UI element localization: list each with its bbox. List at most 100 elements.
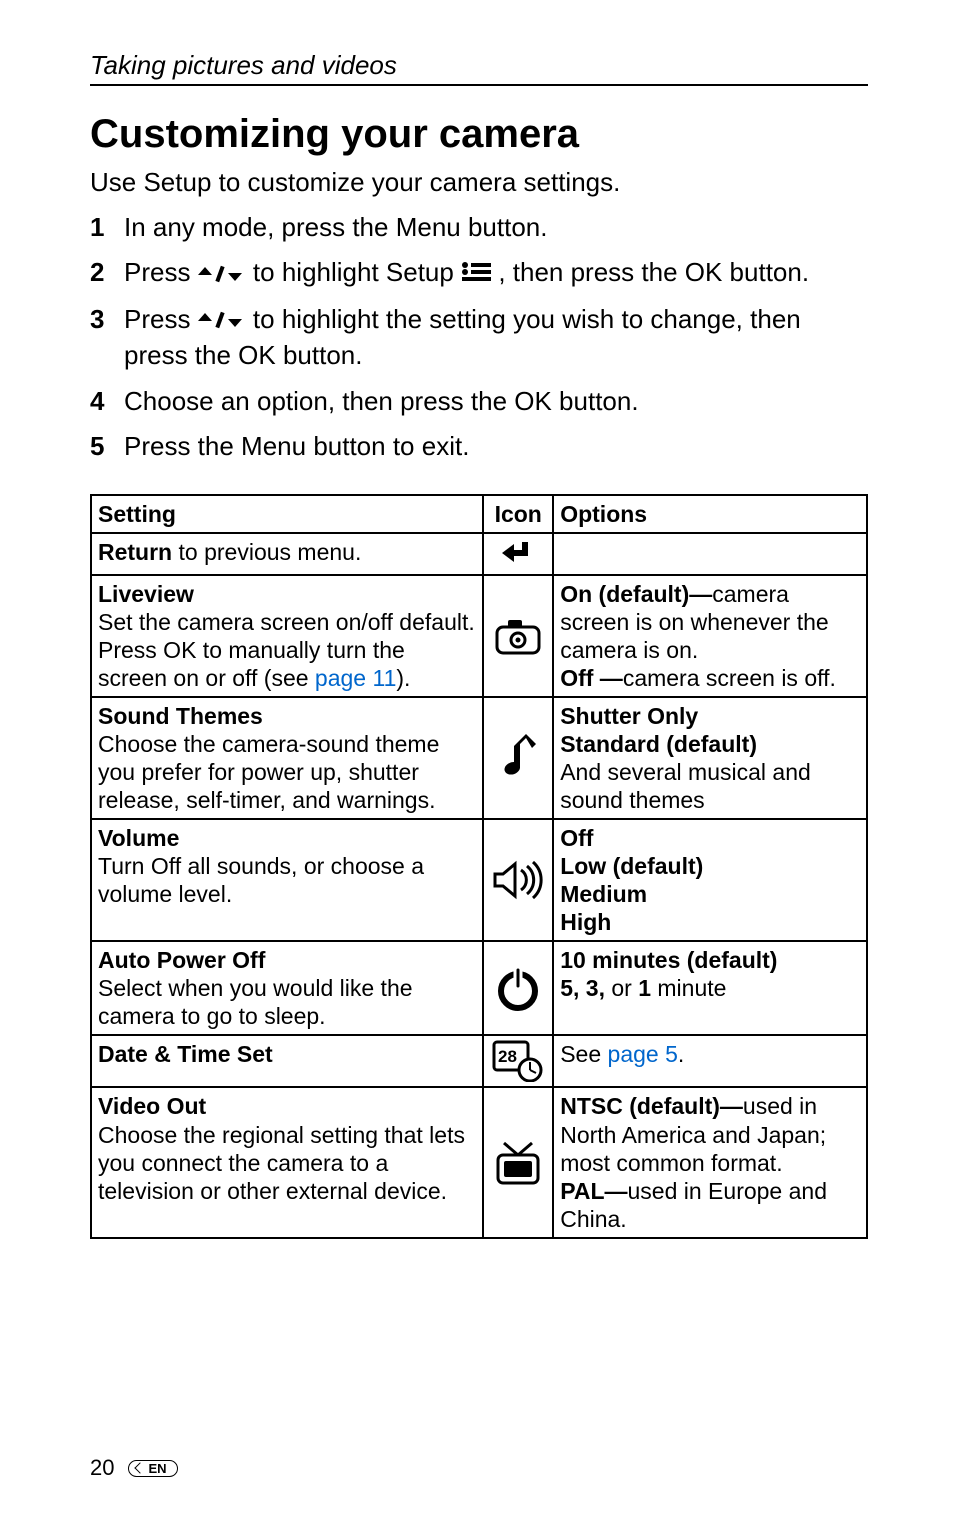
opt2c: 1	[638, 975, 651, 1001]
section-header: Taking pictures and videos	[90, 50, 868, 86]
setting-label: Liveview	[98, 580, 476, 608]
cell-icon	[483, 697, 553, 819]
step-4: 4 Choose an option, then press the OK bu…	[90, 384, 868, 419]
step-5: 5 Press the Menu button to exit.	[90, 429, 868, 464]
opt-on-label: On (default)—	[560, 581, 712, 607]
step-text: Press to highlight the setting you wish …	[124, 302, 868, 374]
setting-body: Choose the camera-sound theme you prefer…	[98, 731, 439, 813]
cell-setting: Auto Power Off Select when you would lik…	[91, 941, 483, 1035]
opt2a: 5, 3,	[560, 975, 605, 1001]
opt-off-text: camera screen is off.	[623, 665, 836, 691]
cell-options: Off Low (default) Medium High	[553, 819, 867, 941]
steps-list: 1 In any mode, press the Menu button. 2 …	[90, 210, 868, 464]
step-text-pre: Press	[124, 304, 198, 334]
setting-label: Video Out	[98, 1092, 476, 1120]
opt1-label: NTSC (default)—	[560, 1093, 743, 1119]
lead-text: Use Setup to customize your camera setti…	[90, 167, 868, 198]
table-header-row: Setting Icon Options	[91, 495, 867, 533]
cell-options: On (default)—camera screen is on wheneve…	[553, 575, 867, 697]
opt2b: or	[605, 975, 638, 1001]
page-link[interactable]: page 11	[315, 665, 396, 691]
page-link[interactable]: page 5	[608, 1041, 678, 1067]
cell-options: 10 minutes (default) 5, 3, or 1 minute	[553, 941, 867, 1035]
col-setting: Setting	[91, 495, 483, 533]
step-text-post: , then press the OK button.	[498, 257, 809, 287]
row-liveview: Liveview Set the camera screen on/off de…	[91, 575, 867, 697]
step-number: 3	[90, 302, 124, 374]
setting-label: Date & Time Set	[98, 1041, 273, 1067]
step-text-mid: to highlight Setup	[253, 257, 461, 287]
step-1: 1 In any mode, press the Menu button.	[90, 210, 868, 245]
music-note-icon	[496, 734, 540, 782]
opt2: Low (default)	[560, 852, 860, 880]
setting-body: Select when you would like the camera to…	[98, 975, 413, 1029]
step-text: In any mode, press the Menu button.	[124, 210, 868, 245]
page-number: 20	[90, 1455, 114, 1481]
power-icon	[496, 965, 540, 1011]
opt2-label: PAL—	[560, 1178, 627, 1204]
setting-body: Set the camera screen on/off default. Pr…	[98, 609, 475, 691]
settings-table: Setting Icon Options Return to previous …	[90, 494, 868, 1239]
setting-label: Return	[98, 539, 172, 565]
row-sound: Sound Themes Choose the camera-sound the…	[91, 697, 867, 819]
step-text: Press the Menu button to exit.	[124, 429, 868, 464]
cell-options	[553, 533, 867, 575]
svg-text:28: 28	[498, 1047, 517, 1066]
opt2: 5, 3, or 1 minute	[560, 974, 860, 1002]
opt1: 10 minutes (default)	[560, 946, 860, 974]
cell-icon	[483, 533, 553, 575]
step-3: 3 Press to highlight the setting you wis…	[90, 302, 868, 374]
step-number: 5	[90, 429, 124, 464]
cell-setting: Liveview Set the camera screen on/off de…	[91, 575, 483, 697]
cell-options: See page 5.	[553, 1035, 867, 1087]
row-volume: Volume Turn Off all sounds, or choose a …	[91, 819, 867, 941]
step-2: 2 Press to highlight Setup , then press …	[90, 255, 868, 292]
opt1: Shutter Only	[560, 702, 860, 730]
opt-pre: See	[560, 1041, 607, 1067]
cell-setting: Return to previous menu.	[91, 533, 483, 575]
step-text: Press to highlight Setup , then press th…	[124, 255, 868, 292]
setting-label: Volume	[98, 824, 476, 852]
setting-body-end: ).	[396, 665, 410, 691]
row-video-out: Video Out Choose the regional setting th…	[91, 1087, 867, 1237]
opt3: Medium	[560, 880, 860, 908]
page-title: Customizing your camera	[90, 112, 868, 157]
col-options: Options	[553, 495, 867, 533]
return-icon	[500, 538, 536, 570]
row-auto-power-off: Auto Power Off Select when you would lik…	[91, 941, 867, 1035]
cell-setting: Volume Turn Off all sounds, or choose a …	[91, 819, 483, 941]
step-number: 4	[90, 384, 124, 419]
setting-suffix: to previous menu.	[172, 539, 361, 565]
opt2: Standard (default)	[560, 730, 860, 758]
opt4: High	[560, 908, 860, 936]
row-date-time: Date & Time Set 28 See page 5.	[91, 1035, 867, 1087]
setup-menu-icon	[461, 257, 491, 292]
up-down-arrows-icon	[198, 257, 246, 292]
step-text: Choose an option, then press the OK butt…	[124, 384, 868, 419]
row-return: Return to previous menu.	[91, 533, 867, 575]
cell-icon	[483, 1087, 553, 1237]
cell-setting: Date & Time Set	[91, 1035, 483, 1087]
date-time-icon: 28	[492, 1040, 544, 1082]
step-number: 1	[90, 210, 124, 245]
cell-icon	[483, 819, 553, 941]
setting-body: Turn Off all sounds, or choose a volume …	[98, 853, 424, 907]
cell-options: Shutter Only Standard (default) And seve…	[553, 697, 867, 819]
setting-label: Auto Power Off	[98, 946, 476, 974]
cell-options: NTSC (default)—used in North America and…	[553, 1087, 867, 1237]
cell-icon	[483, 941, 553, 1035]
page-footer: 20 EN	[90, 1455, 178, 1481]
opt2d: minute	[651, 975, 726, 1001]
opt-post: .	[678, 1041, 684, 1067]
step-text-pre: Press	[124, 257, 198, 287]
liveview-icon	[494, 617, 542, 655]
setting-body: Choose the regional setting that lets yo…	[98, 1122, 465, 1204]
cell-setting: Video Out Choose the regional setting th…	[91, 1087, 483, 1237]
opt3: And several musical and sound themes	[560, 758, 860, 814]
tv-icon	[494, 1141, 542, 1185]
speaker-icon	[491, 860, 545, 900]
cell-setting: Sound Themes Choose the camera-sound the…	[91, 697, 483, 819]
setting-label: Sound Themes	[98, 702, 476, 730]
language-badge: EN	[128, 1460, 177, 1477]
col-icon: Icon	[483, 495, 553, 533]
